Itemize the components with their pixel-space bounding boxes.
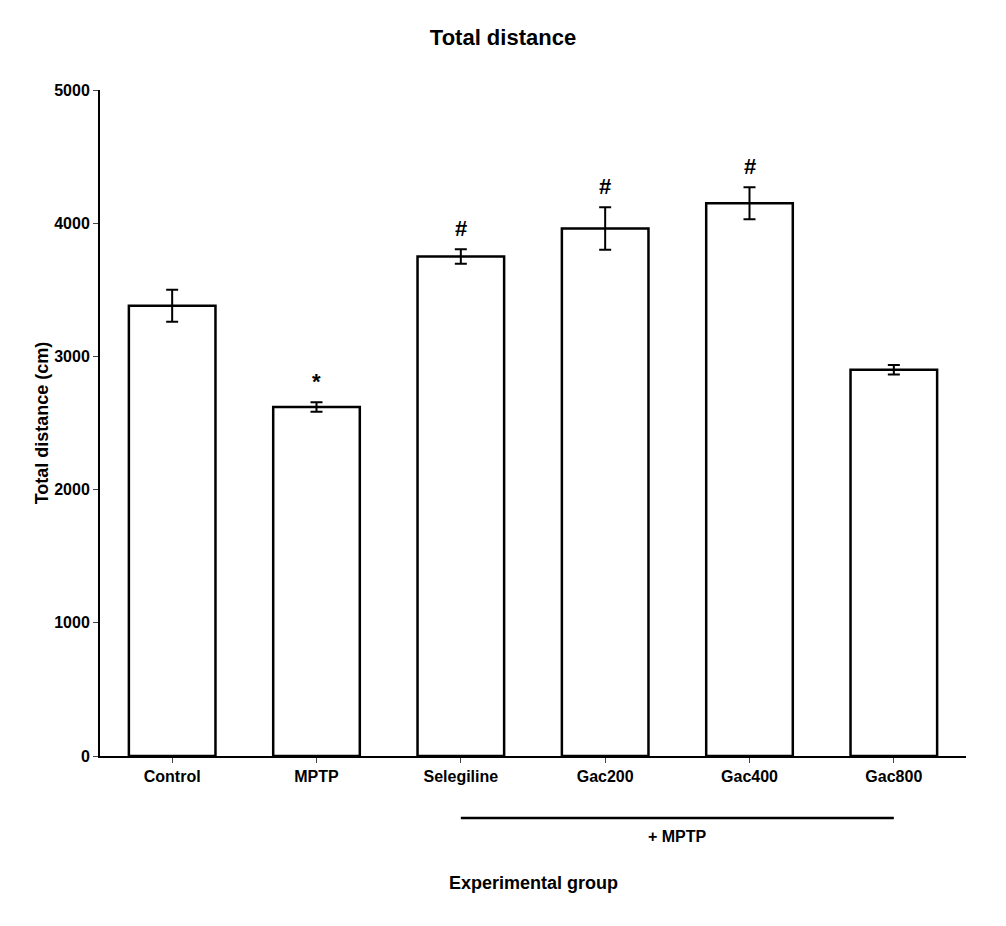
svg-text:Gac200: Gac200: [577, 768, 634, 785]
svg-text:Experimental group: Experimental group: [449, 873, 618, 893]
svg-text:1000: 1000: [54, 614, 90, 631]
svg-text:2000: 2000: [54, 481, 90, 498]
svg-text:Total distance (cm): Total distance (cm): [32, 342, 52, 505]
svg-text:+ MPTP: + MPTP: [648, 828, 707, 845]
svg-text:*: *: [312, 369, 321, 394]
svg-text:Gac800: Gac800: [865, 768, 922, 785]
svg-text:Total distance: Total distance: [430, 25, 576, 50]
svg-text:3000: 3000: [54, 348, 90, 365]
svg-text:#: #: [599, 174, 611, 199]
svg-text:#: #: [744, 154, 756, 179]
svg-text:MPTP: MPTP: [294, 768, 339, 785]
svg-text:Selegiline: Selegiline: [423, 768, 498, 785]
svg-text:Control: Control: [144, 768, 201, 785]
svg-text:Gac400: Gac400: [721, 768, 778, 785]
svg-text:0: 0: [81, 748, 90, 765]
svg-text:#: #: [455, 216, 467, 241]
svg-text:4000: 4000: [54, 215, 90, 232]
svg-text:5000: 5000: [54, 82, 90, 99]
